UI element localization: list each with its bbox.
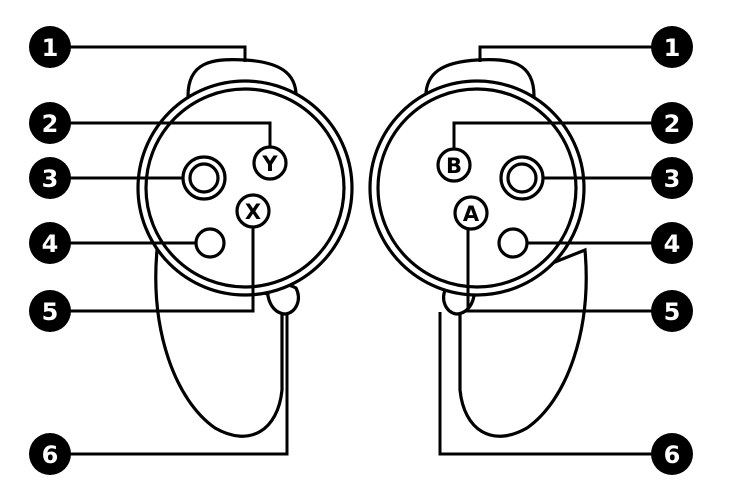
left-callout-4-dot	[29, 222, 71, 264]
right-grip-shape	[458, 247, 588, 438]
left-thumbstick-inner	[188, 162, 220, 194]
right-callout-1-dot	[651, 26, 693, 68]
left-grip-shape	[154, 247, 284, 438]
left-callout-1-dot	[29, 26, 71, 68]
right-callout-2-number: 2	[664, 110, 681, 138]
left-callout-6-number: 6	[42, 441, 59, 469]
left-menu-button	[194, 227, 226, 259]
right-leader-2	[452, 121, 690, 149]
left-callout-5-dot	[29, 290, 71, 332]
left-leader-6	[52, 314, 289, 456]
left-callout-4-number: 4	[42, 230, 59, 258]
left-leader-lines	[52, 45, 289, 456]
left-leader-2	[52, 121, 272, 147]
right-callout-4-dot	[651, 222, 693, 264]
left-ring-outer	[136, 79, 354, 297]
right-callout-5-dot	[651, 290, 693, 332]
left-ring-inner	[144, 87, 346, 289]
right-ring-outer	[368, 79, 586, 297]
left-callout-2-dot	[29, 102, 71, 144]
right-leader-1	[478, 45, 690, 62]
left-leader-5	[52, 227, 255, 313]
right-callout-3-dot	[651, 157, 693, 199]
left-y-label: Y	[261, 152, 278, 176]
left-leader-1	[52, 45, 247, 62]
right-callout-3-number: 3	[664, 165, 681, 193]
left-callout-3-number: 3	[42, 165, 59, 193]
left-callouts: 1 2 3 4 5 6	[29, 26, 71, 475]
right-b-label: B	[446, 154, 462, 178]
left-controller: Y X	[136, 58, 354, 438]
right-callout-6-number: 6	[664, 441, 681, 469]
right-leader-6	[438, 312, 690, 456]
right-leader-5	[466, 229, 690, 313]
left-callout-1-number: 1	[42, 34, 59, 62]
right-thumbstick-inner	[506, 162, 538, 194]
left-x-label: X	[245, 200, 261, 224]
left-callout-3-dot	[29, 157, 71, 199]
right-callout-6-dot	[651, 433, 693, 475]
right-callout-4-number: 4	[664, 230, 681, 258]
left-callout-5-number: 5	[42, 298, 59, 326]
left-callout-6-dot	[29, 433, 71, 475]
right-leader-lines	[438, 45, 690, 456]
right-callout-5-number: 5	[664, 298, 681, 326]
right-ring-inner	[376, 87, 578, 289]
right-controller: B A	[368, 58, 588, 438]
left-callout-2-number: 2	[42, 110, 59, 138]
right-oculus-button	[497, 227, 529, 259]
right-callout-1-number: 1	[664, 34, 681, 62]
right-callouts: 1 2 3 4 5 6	[651, 26, 693, 475]
right-callout-2-dot	[651, 102, 693, 144]
right-a-label: A	[463, 202, 480, 226]
right-a-button	[453, 195, 489, 231]
